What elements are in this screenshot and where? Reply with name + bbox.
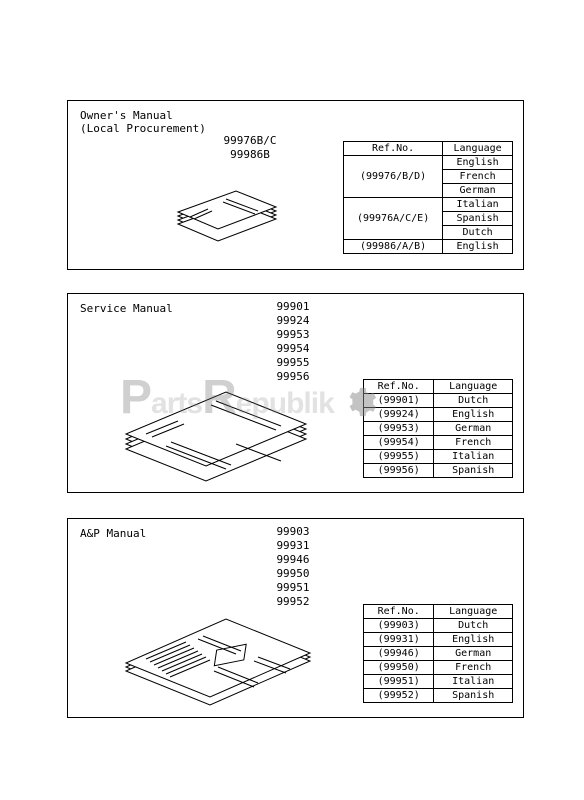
service-booklet-icon — [116, 379, 316, 489]
lang-cell: Italian — [434, 450, 513, 464]
lang-cell: French — [443, 170, 513, 184]
ap-tbody: (99903)Dutch(99931)English(99946)German(… — [364, 619, 513, 703]
table-row: (99946)German — [364, 647, 513, 661]
lang-cell: German — [434, 647, 513, 661]
ref-cell: (99950) — [364, 661, 434, 675]
lang-cell: English — [443, 156, 513, 170]
owners-title-line2: (Local Procurement) — [80, 122, 206, 135]
lang-cell: Italian — [443, 198, 513, 212]
owners-ref-table: Ref.No. Language (99976/B/D)EnglishFrenc… — [343, 141, 513, 254]
owners-callouts: 99976B/C 99986B — [210, 134, 290, 162]
owners-th-ref: Ref.No. — [344, 142, 443, 156]
ap-callout-5: 99952 — [276, 595, 309, 608]
table-row: (99955)Italian — [364, 450, 513, 464]
ap-ref-table: Ref.No. Language (99903)Dutch(99931)Engl… — [363, 604, 513, 703]
ref-cell: (99986/A/B) — [344, 240, 443, 254]
ref-cell: (99976A/C/E) — [344, 198, 443, 240]
ref-cell: (99954) — [364, 436, 434, 450]
ap-callout-2: 99946 — [276, 553, 309, 566]
owners-tbody: (99976/B/D)EnglishFrenchGerman(99976A/C/… — [344, 156, 513, 254]
ap-callout-4: 99951 — [276, 581, 309, 594]
lang-cell: Dutch — [434, 619, 513, 633]
lang-cell: English — [434, 633, 513, 647]
ref-cell: (99901) — [364, 394, 434, 408]
table-row: (99956)Spanish — [364, 464, 513, 478]
service-th-ref: Ref.No. — [364, 380, 434, 394]
table-row: (99952)Spanish — [364, 689, 513, 703]
ap-th-lang: Language — [434, 605, 513, 619]
owners-booklet-icon — [168, 171, 288, 251]
owners-th-lang: Language — [443, 142, 513, 156]
service-ref-table: Ref.No. Language (99901)Dutch(99924)Engl… — [363, 379, 513, 478]
lang-cell: Dutch — [434, 394, 513, 408]
service-callout-0: 99901 — [276, 300, 309, 313]
table-row: (99976/B/D)English — [344, 156, 513, 170]
ap-sheet-icon — [118, 609, 318, 714]
diagram-canvas: Owner's Manual (Local Procurement) 99976… — [0, 0, 584, 800]
lang-cell: Spanish — [443, 212, 513, 226]
table-row: (99953)German — [364, 422, 513, 436]
ap-callouts: 99903 99931 99946 99950 99951 99952 — [263, 525, 323, 609]
ap-title: A&P Manual — [80, 527, 146, 540]
service-th-lang: Language — [434, 380, 513, 394]
lang-cell: English — [434, 408, 513, 422]
ap-th-ref: Ref.No. — [364, 605, 434, 619]
table-row: (99903)Dutch — [364, 619, 513, 633]
ap-callout-1: 99931 — [276, 539, 309, 552]
ref-cell: (99976/B/D) — [344, 156, 443, 198]
owners-callout-1: 99986B — [230, 148, 270, 161]
lang-cell: Spanish — [434, 689, 513, 703]
panel-ap-manual: A&P Manual — [67, 518, 524, 718]
ref-cell: (99953) — [364, 422, 434, 436]
ref-cell: (99903) — [364, 619, 434, 633]
table-row: (99951)Italian — [364, 675, 513, 689]
lang-cell: French — [434, 661, 513, 675]
owners-title-line1: Owner's Manual — [80, 109, 173, 122]
service-callout-2: 99953 — [276, 328, 309, 341]
ap-callout-3: 99950 — [276, 567, 309, 580]
ref-cell: (99952) — [364, 689, 434, 703]
service-callouts: 99901 99924 99953 99954 99955 99956 — [263, 300, 323, 384]
service-title: Service Manual — [80, 302, 173, 315]
ref-cell: (99946) — [364, 647, 434, 661]
table-row: (99986/A/B)English — [344, 240, 513, 254]
lang-cell: English — [443, 240, 513, 254]
table-row: (99950)French — [364, 661, 513, 675]
table-row: (99976A/C/E)Italian — [344, 198, 513, 212]
lang-cell: Spanish — [434, 464, 513, 478]
panel-title-service: Service Manual — [80, 302, 173, 315]
table-row: (99931)English — [364, 633, 513, 647]
ref-cell: (99951) — [364, 675, 434, 689]
table-row: (99901)Dutch — [364, 394, 513, 408]
service-callout-1: 99924 — [276, 314, 309, 327]
lang-cell: Italian — [434, 675, 513, 689]
panel-title-ap: A&P Manual — [80, 527, 146, 540]
table-row: (99954)French — [364, 436, 513, 450]
panel-service-manual: Service Manual 99901 99924 99953 — [67, 293, 524, 493]
service-callout-3: 99954 — [276, 342, 309, 355]
owners-callout-0: 99976B/C — [224, 134, 277, 147]
ref-cell: (99924) — [364, 408, 434, 422]
panel-owners-manual: Owner's Manual (Local Procurement) 99976… — [67, 100, 524, 270]
service-callout-4: 99955 — [276, 356, 309, 369]
table-row: (99924)English — [364, 408, 513, 422]
ref-cell: (99931) — [364, 633, 434, 647]
lang-cell: Dutch — [443, 226, 513, 240]
lang-cell: French — [434, 436, 513, 450]
lang-cell: German — [443, 184, 513, 198]
ap-callout-0: 99903 — [276, 525, 309, 538]
service-tbody: (99901)Dutch(99924)English(99953)German(… — [364, 394, 513, 478]
ref-cell: (99956) — [364, 464, 434, 478]
ref-cell: (99955) — [364, 450, 434, 464]
panel-title-owners: Owner's Manual (Local Procurement) — [80, 109, 206, 135]
service-callout-5: 99956 — [276, 370, 309, 383]
lang-cell: German — [434, 422, 513, 436]
